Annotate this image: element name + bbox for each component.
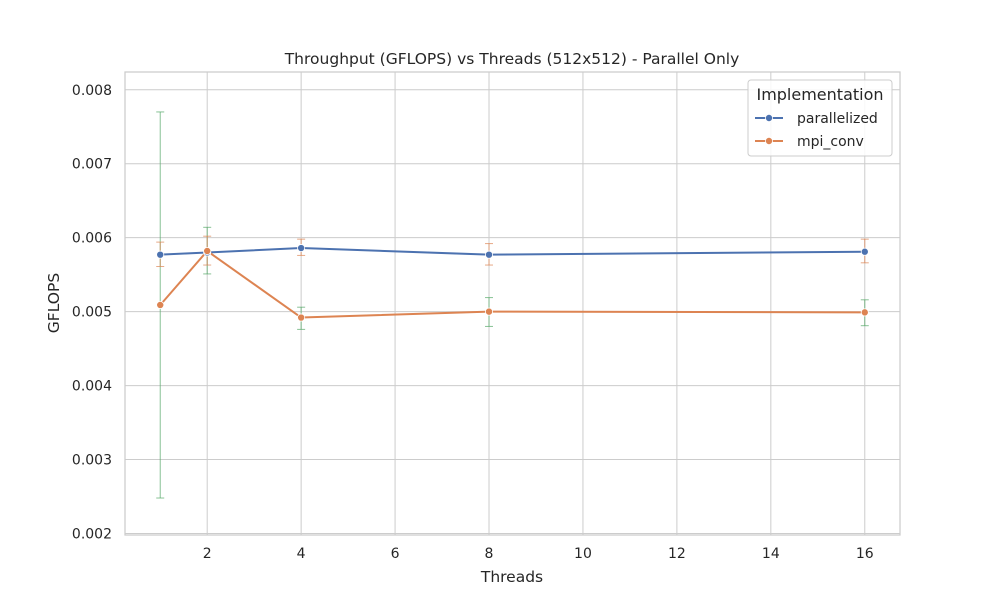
data-point-parallelized — [485, 250, 494, 259]
data-point-mpi_conv — [203, 246, 212, 255]
data-point-mpi_conv — [860, 308, 869, 317]
legend-title: Implementation — [756, 85, 883, 104]
x-axis-label: Threads — [480, 568, 543, 586]
y-tick-label: 0.002 — [72, 527, 112, 543]
y-tick-label: 0.008 — [72, 83, 112, 99]
data-point-parallelized — [297, 244, 306, 253]
chart-title: Throughput (GFLOPS) vs Threads (512x512)… — [284, 50, 740, 68]
data-point-mpi_conv — [297, 313, 306, 322]
y-tick-label: 0.007 — [72, 157, 112, 173]
series-line-parallelized — [160, 247, 865, 256]
legend: Implementation parallelized mpi_conv — [747, 79, 893, 157]
y-tick-label: 0.004 — [72, 379, 112, 395]
x-tick-label: 14 — [762, 546, 780, 562]
x-tick-label: 10 — [574, 546, 592, 562]
error-bars — [156, 111, 869, 499]
x-tick-label: 16 — [856, 546, 874, 562]
legend-marker-parallelized — [765, 114, 774, 123]
series-line-mpi_conv — [159, 249, 865, 319]
grid — [125, 72, 900, 535]
legend-box — [747, 79, 893, 157]
data-point-parallelized — [156, 250, 165, 259]
y-tick-label: 0.006 — [72, 231, 112, 247]
y-tick-label: 0.003 — [72, 453, 112, 469]
y-tick-label: 0.005 — [72, 305, 112, 321]
y-axis-label: GFLOPS — [45, 273, 63, 333]
x-tick-label: 2 — [203, 546, 212, 562]
series-lines — [159, 247, 865, 319]
x-tick-label: 12 — [668, 546, 686, 562]
data-point-mpi_conv — [156, 300, 165, 309]
series-points — [156, 244, 869, 322]
x-tick-label: 8 — [485, 546, 494, 562]
plot-area-frame — [124, 71, 901, 536]
data-point-parallelized — [860, 247, 869, 256]
legend-label-mpi_conv: mpi_conv — [797, 134, 864, 150]
x-tick-label: 4 — [297, 546, 306, 562]
legend-marker-mpi_conv — [765, 136, 774, 145]
x-tick-label: 6 — [391, 546, 400, 562]
tick-labels: 2 4 6 8 10 12 14 16 0.002 0.003 0.004 0.005 0.006 0.0… — [72, 83, 874, 562]
data-point-mpi_conv — [485, 307, 494, 316]
legend-label-parallelized: parallelized — [797, 111, 878, 127]
